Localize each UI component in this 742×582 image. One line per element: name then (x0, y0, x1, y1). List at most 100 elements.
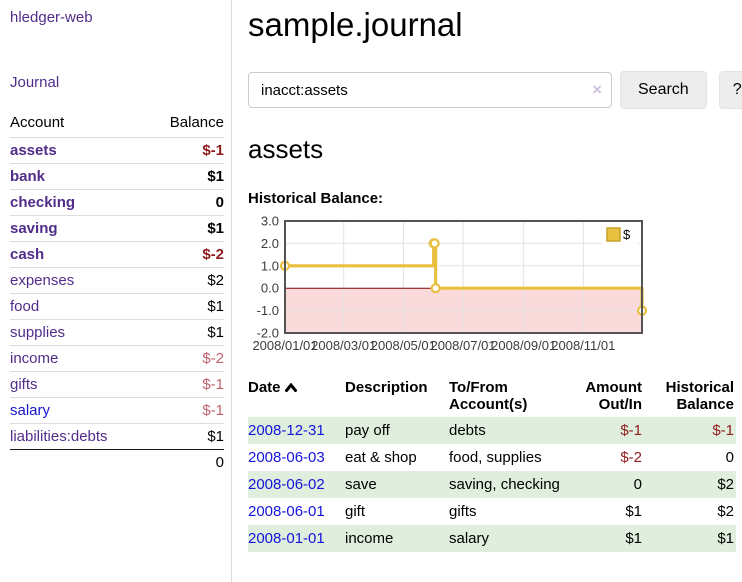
transaction-row[interactable]: 2008-12-31 pay off debts $-1 $-1 (248, 417, 736, 444)
transaction-date-link[interactable]: 2008-06-01 (248, 503, 325, 520)
account-row: checking 0 (10, 189, 224, 216)
search-form: × Search ? (248, 71, 742, 109)
svg-text:-1.0: -1.0 (257, 303, 279, 318)
search-input-wrap: × (248, 72, 612, 108)
transaction-balance: $1 (717, 530, 734, 547)
account-balance: $1 (207, 168, 224, 185)
account-balance: $1 (207, 324, 224, 341)
accounts-header-account: Account (10, 114, 65, 131)
accounts-header-row: Account Balance (10, 109, 224, 138)
transaction-accounts: food, supplies (449, 449, 542, 466)
account-balance: $-2 (202, 350, 224, 367)
svg-text:2008/07/01: 2008/07/01 (430, 338, 495, 353)
transaction-description: gift (345, 503, 366, 520)
transaction-description: income (345, 530, 394, 547)
accounts-header-balance: Balance (169, 114, 224, 131)
account-link[interactable]: gifts (10, 376, 38, 393)
register-header-amount: Amount Out/In (585, 379, 642, 413)
transaction-date-link[interactable]: 2008-06-02 (248, 476, 325, 493)
transaction-accounts: gifts (449, 503, 477, 520)
register-header-accounts: To/From Account(s) (449, 379, 528, 413)
svg-text:0.0: 0.0 (261, 281, 279, 296)
account-row: assets $-1 (10, 137, 224, 164)
transaction-row[interactable]: 2008-01-01 income salary $1 $1 (248, 525, 736, 552)
account-balance: $1 (207, 220, 224, 237)
account-link[interactable]: income (10, 350, 59, 367)
transaction-balance: $2 (717, 476, 734, 493)
register-header-date[interactable]: Date (248, 376, 345, 417)
account-link[interactable]: liabilities:debts (10, 428, 108, 445)
transaction-amount: $-1 (620, 422, 642, 439)
search-input[interactable] (248, 72, 612, 108)
main-content: sample.journal × Search ? assets Histori… (232, 0, 742, 582)
register-header-description: Description (345, 379, 428, 396)
account-link[interactable]: cash (10, 246, 45, 263)
account-row: food $1 (10, 293, 224, 320)
account-title: assets (248, 134, 324, 164)
accounts-total-value: 0 (215, 454, 224, 471)
accounts-total-row: 0 (10, 449, 224, 476)
transaction-amount: $-2 (620, 449, 642, 466)
transaction-row[interactable]: 2008-06-03 eat & shop food, supplies $-2 0 (248, 444, 736, 471)
account-balance: $1 (207, 298, 224, 315)
register-header-balance: Historical Balance (665, 379, 734, 413)
historical-balance-chart[interactable]: $3.0 2.0 1.0 0.0 -1.0 -2.0 2008/01/01 2008/03/0… (248, 214, 650, 363)
account-balance: $-1 (202, 376, 224, 393)
transaction-date-link[interactable]: 2008-01-01 (248, 530, 325, 547)
accounts-table: Account Balance assets $-1 bank $1 checking 0… (10, 109, 224, 475)
account-balance: $-2 (202, 246, 224, 263)
svg-text:3.0: 3.0 (261, 216, 279, 229)
transaction-row[interactable]: 2008-06-01 gift gifts $1 $2 (248, 498, 736, 525)
account-link[interactable]: expenses (10, 272, 75, 289)
transaction-amount: 0 (633, 476, 642, 493)
accounts-total-spacer (10, 450, 148, 476)
sidebar-item-journal[interactable]: Journal (10, 74, 60, 91)
account-row: saving $1 (10, 215, 224, 242)
account-link[interactable]: food (10, 298, 40, 315)
account-row: income $-2 (10, 345, 224, 372)
svg-text:2008/09/01: 2008/09/01 (491, 338, 556, 353)
transaction-balance: 0 (725, 449, 734, 466)
account-link[interactable]: supplies (10, 324, 66, 341)
account-balance: $1 (207, 428, 224, 445)
account-balance: $2 (207, 272, 224, 289)
chart-label: Historical Balance: (248, 190, 384, 207)
page-title: sample.journal (248, 6, 463, 43)
account-balance: $-1 (202, 402, 224, 419)
accounts-tbody: assets $-1 bank $1 checking 0 saving $1 cash $-2 e… (10, 137, 224, 450)
svg-text:$: $ (623, 227, 631, 242)
account-row: cash $-2 (10, 241, 224, 268)
account-row: salary $-1 (10, 397, 224, 424)
clear-search-icon[interactable]: × (592, 80, 602, 99)
help-button[interactable]: ? (718, 71, 742, 109)
transaction-row[interactable]: 2008-06-02 save saving, checking 0 $2 (248, 471, 736, 498)
svg-text:2008/11/01: 2008/11/01 (551, 338, 615, 353)
transaction-date-link[interactable]: 2008-06-03 (248, 449, 325, 466)
search-button[interactable]: Search (620, 71, 707, 109)
app-title-link[interactable]: hledger-web (10, 9, 93, 26)
account-link[interactable]: checking (10, 194, 76, 211)
transaction-accounts: salary (449, 530, 490, 547)
svg-text:2.0: 2.0 (261, 236, 279, 251)
account-balance: 0 (215, 194, 224, 211)
account-row: bank $1 (10, 163, 224, 190)
register-table: Date Description To/From Account(s) Amou… (248, 376, 736, 552)
transaction-amount: $1 (625, 530, 642, 547)
svg-text:1.0: 1.0 (261, 258, 279, 273)
transaction-description: pay off (345, 422, 390, 439)
account-link[interactable]: saving (10, 220, 58, 237)
transaction-date-link[interactable]: 2008-12-31 (248, 422, 325, 439)
sidebar: hledger-web Journal Account Balance asse… (0, 0, 232, 582)
account-link[interactable]: salary (10, 402, 51, 419)
account-balance: $-1 (202, 142, 224, 159)
account-link[interactable]: assets (10, 142, 57, 159)
account-row: supplies $1 (10, 319, 224, 346)
svg-text:2008/01/01: 2008/01/01 (252, 338, 317, 353)
transaction-description: save (345, 476, 377, 493)
transaction-amount: $1 (625, 503, 642, 520)
svg-text:2008/03/01: 2008/03/01 (311, 338, 376, 353)
account-link[interactable]: bank (10, 168, 46, 185)
svg-text:2008/05/01: 2008/05/01 (371, 338, 436, 353)
account-row: gifts $-1 (10, 371, 224, 398)
transaction-balance: $2 (717, 503, 734, 520)
